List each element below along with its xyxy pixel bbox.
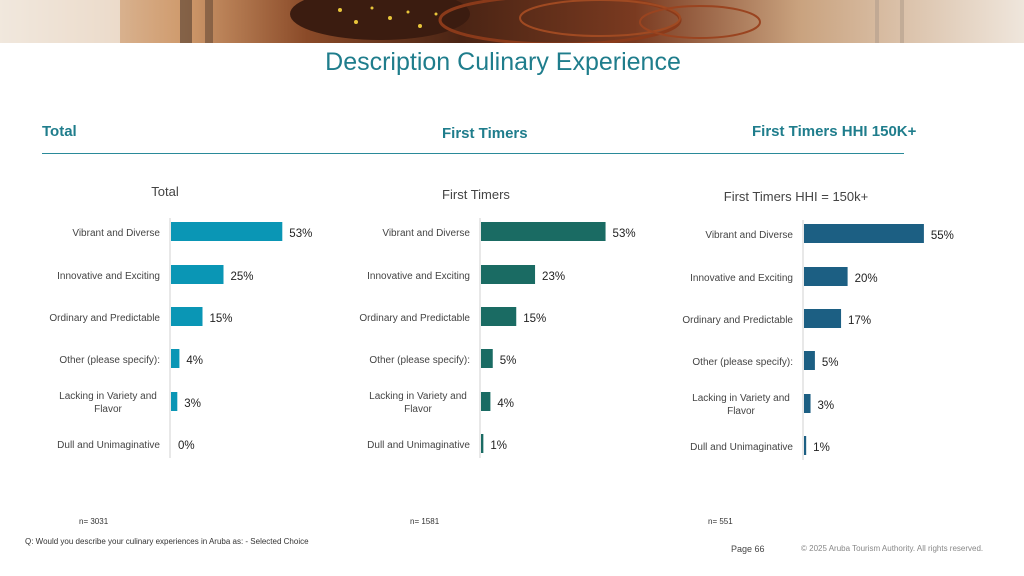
bar: [804, 351, 815, 370]
sample-size-hhi: n= 551: [708, 517, 733, 526]
category-label: Other (please specify):: [59, 355, 160, 366]
data-label: 15%: [523, 313, 546, 325]
sample-size-first-timers: n= 1581: [410, 517, 440, 526]
category-label: Dull and Unimaginative: [690, 442, 793, 453]
category-label: Lacking in Variety and Flavor: [369, 391, 467, 415]
data-label: 3%: [184, 398, 201, 410]
question-note: Q: Would you describe your culinary expe…: [25, 537, 309, 546]
data-label: 5%: [500, 355, 517, 367]
chart-title-2: First Timers HHI = 150k+: [724, 189, 868, 204]
category-label: Other (please specify):: [369, 355, 470, 366]
data-label: 20%: [855, 273, 878, 285]
data-label: 1%: [490, 440, 507, 452]
bar: [804, 309, 842, 328]
bar: [804, 267, 848, 286]
bar: [804, 394, 811, 413]
bar: [171, 349, 180, 368]
data-label: 17%: [848, 315, 871, 327]
category-label: Lacking in Variety and Flavor: [59, 391, 157, 415]
bar: [171, 307, 203, 326]
category-label: Vibrant and Diverse: [382, 228, 470, 239]
bar: [171, 265, 224, 284]
category-label: Ordinary and Predictable: [682, 315, 793, 326]
data-label: 15%: [210, 313, 233, 325]
data-label: 3%: [818, 400, 835, 412]
section-header-total: Total: [42, 123, 77, 140]
page-number: Page 66: [731, 544, 765, 554]
chart-title-0: Total: [151, 184, 179, 199]
bar: [481, 392, 491, 411]
data-label: 1%: [813, 442, 830, 454]
data-label: 23%: [542, 271, 565, 283]
bar: [481, 222, 606, 241]
data-label: 5%: [822, 357, 839, 369]
bar: [171, 222, 283, 241]
category-label: Ordinary and Predictable: [49, 313, 160, 324]
page-title: Description Culinary Experience: [325, 48, 681, 76]
bar: [481, 434, 484, 453]
data-label: 55%: [931, 230, 954, 242]
header-banner-image: [0, 0, 1024, 43]
section-divider: [42, 153, 904, 154]
section-header-first-timers-hhi: First Timers HHI 150K+: [752, 123, 917, 140]
bar: [481, 265, 536, 284]
bar: [171, 392, 178, 411]
data-label: 4%: [497, 398, 514, 410]
section-header-first-timers: First Timers: [442, 125, 528, 142]
data-label: 53%: [613, 228, 636, 240]
category-label: Innovative and Exciting: [367, 271, 470, 282]
category-label: Ordinary and Predictable: [359, 313, 470, 324]
category-label: Dull and Unimaginative: [57, 440, 160, 451]
category-label: Innovative and Exciting: [57, 271, 160, 282]
data-label: 25%: [231, 271, 254, 283]
bar: [481, 307, 517, 326]
category-label: Other (please specify):: [692, 357, 793, 368]
category-label: Dull and Unimaginative: [367, 440, 470, 451]
banner-artwork: [0, 0, 1024, 43]
bar: [804, 224, 924, 243]
data-label: 53%: [289, 228, 312, 240]
category-label: Vibrant and Diverse: [72, 228, 160, 239]
category-label: Vibrant and Diverse: [705, 230, 793, 241]
copyright-notice: © 2025 Aruba Tourism Authority. All righ…: [801, 544, 984, 553]
chart-title-1: First Timers: [442, 187, 510, 202]
category-label: Lacking in Variety and Flavor: [692, 393, 790, 417]
sample-size-total: n= 3031: [79, 517, 109, 526]
category-label: Innovative and Exciting: [690, 273, 793, 284]
bar: [481, 349, 493, 368]
data-label: 0%: [178, 440, 195, 452]
data-label: 4%: [186, 355, 203, 367]
bar: [804, 436, 807, 455]
